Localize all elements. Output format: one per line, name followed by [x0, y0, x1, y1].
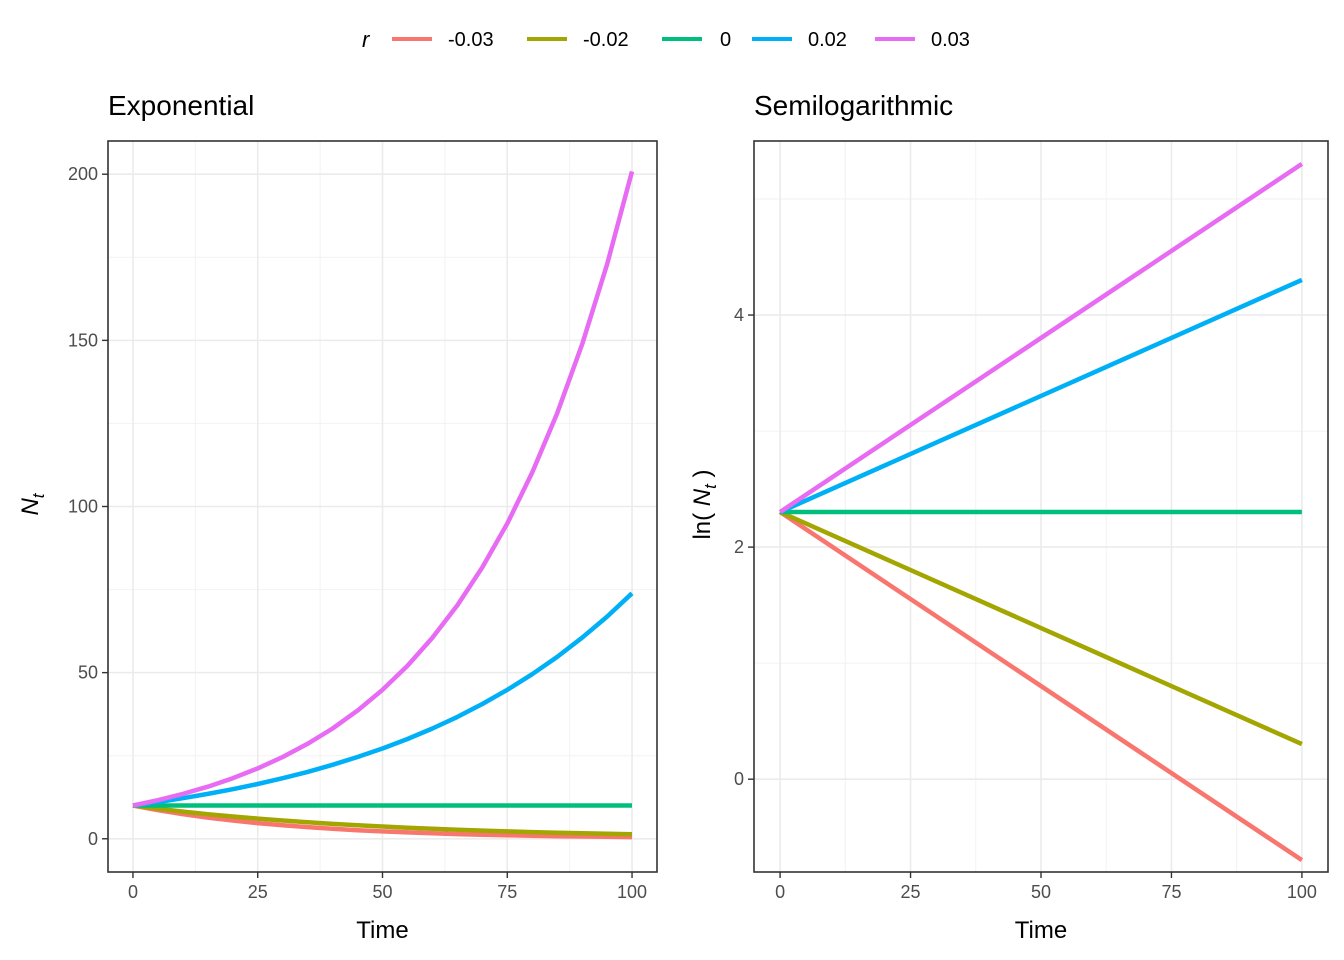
series-line	[132, 591, 634, 808]
y-tick-label: 0	[88, 829, 98, 849]
legend-label: -0.03	[448, 29, 494, 51]
legend-label: 0	[720, 29, 731, 51]
x-tick-label: 50	[1031, 882, 1051, 902]
x-axis-title: Time	[1015, 917, 1067, 944]
x-tick-label: 0	[775, 882, 785, 902]
legend-title: r	[362, 27, 371, 52]
x-tick-label: 100	[617, 882, 647, 902]
x-tick-label: 75	[1161, 882, 1181, 902]
x-tick-label: 100	[1287, 882, 1317, 902]
panel-title: Exponential	[108, 90, 254, 121]
x-tick-label: 25	[901, 882, 921, 902]
y-tick-label: 50	[78, 663, 98, 683]
series-line	[779, 277, 1303, 515]
series-line	[132, 170, 635, 808]
series-line	[778, 162, 1304, 514]
x-tick-label: 25	[248, 882, 268, 902]
series-line	[779, 509, 1303, 747]
panel-title: Semilogarithmic	[754, 90, 953, 121]
y-tick-label: 2	[734, 537, 744, 557]
y-tick-label: 100	[68, 497, 98, 517]
y-axis-title: ln( Nt )	[689, 469, 720, 539]
legend: r -0.03 -0.02 0 0.02 0.03	[362, 27, 970, 52]
x-tick-label: 0	[128, 882, 138, 902]
y-axis-title: Nt	[17, 492, 48, 515]
x-axis-title: Time	[356, 917, 408, 944]
series-line	[778, 510, 1304, 862]
exponential-panel: Exponential 0 25 50 75 100 0 50 100 150 200 Time Nt	[17, 90, 658, 944]
legend-label: 0.03	[931, 29, 970, 51]
legend-label: -0.02	[583, 29, 629, 51]
y-tick-label: 0	[734, 769, 744, 789]
series-line	[132, 803, 633, 837]
x-tick-label: 50	[372, 882, 392, 902]
y-tick-label: 150	[68, 330, 98, 350]
x-tick-label: 75	[497, 882, 517, 902]
series-line	[132, 803, 633, 840]
legend-label: 0.02	[808, 29, 847, 51]
y-tick-label: 200	[68, 164, 98, 184]
semilogarithmic-panel: Semilogarithmic 0 25 50 75 100 0 2 4 Time ln( Nt …	[689, 90, 1329, 944]
y-tick-label: 4	[734, 305, 744, 325]
